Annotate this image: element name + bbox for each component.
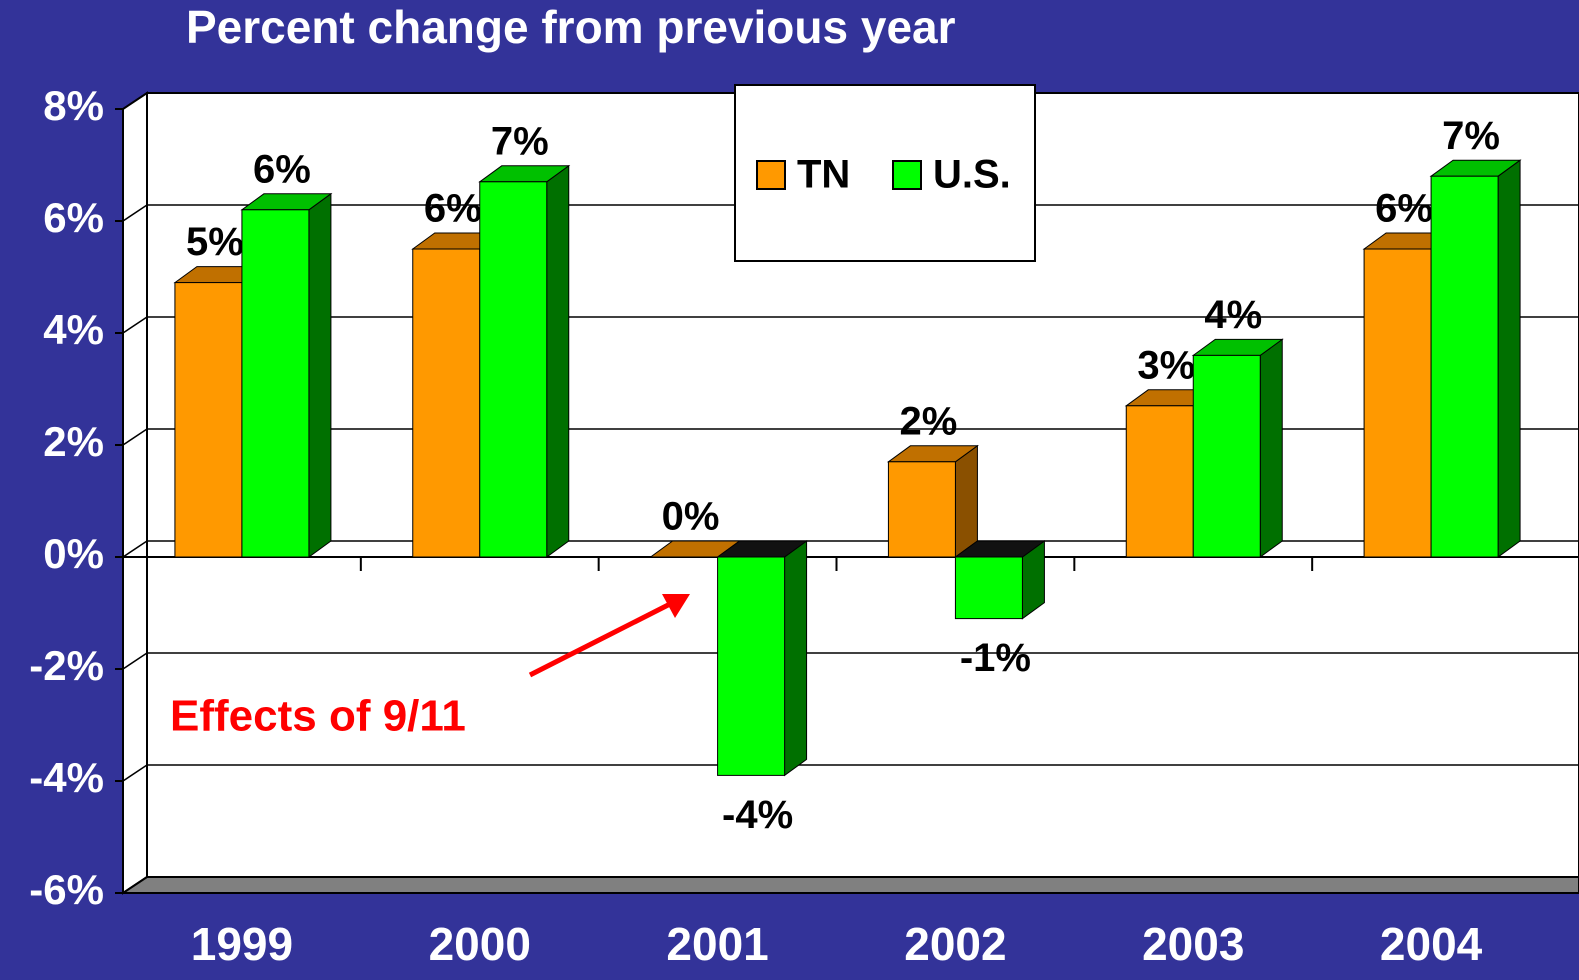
legend-swatch (892, 160, 922, 190)
bar-side (1497, 159, 1521, 558)
y-tick-label: -4% (29, 754, 104, 801)
bar-group (953, 540, 1046, 620)
x-tick-label: 2002 (904, 918, 1006, 970)
x-tick-label: 2004 (1380, 918, 1483, 970)
bar (1125, 405, 1194, 558)
y-tick-label: 0% (43, 530, 104, 577)
legend-swatch (756, 160, 786, 190)
bar (1192, 354, 1261, 558)
y-tick-label: 2% (43, 418, 104, 465)
value-label: -1% (960, 636, 1031, 680)
x-tick-label: 2001 (666, 918, 768, 970)
value-label: 2% (900, 399, 958, 443)
bar (174, 282, 243, 558)
y-tick-label: 8% (43, 82, 104, 129)
bar-group (1429, 159, 1522, 558)
value-label: 5% (186, 220, 244, 264)
value-label: 6% (424, 187, 482, 231)
x-tick-label: 2000 (429, 918, 531, 970)
grid-line (122, 652, 1579, 670)
floor (119, 876, 1579, 894)
bar-group (240, 192, 333, 558)
bar-side (308, 192, 332, 558)
grid-line (122, 876, 1579, 894)
grid-line (122, 764, 1579, 782)
value-label: 0% (662, 495, 720, 539)
value-label: 6% (253, 147, 311, 191)
grid-line (122, 204, 1579, 222)
x-tick-label: 2003 (1142, 918, 1244, 970)
bar (1363, 248, 1432, 558)
bar-group (1191, 338, 1284, 558)
annotation-arrow (528, 600, 674, 678)
value-label: 7% (491, 119, 549, 163)
bar (479, 181, 548, 558)
legend-label: TN (797, 153, 850, 197)
annotation: Effects of 9/11 (170, 692, 466, 741)
value-label: 6% (1375, 187, 1433, 231)
bar (241, 209, 310, 558)
y-tick-label: -6% (29, 866, 104, 913)
bar (954, 556, 1023, 620)
y-tick-label: 4% (43, 306, 104, 353)
grid-line (122, 428, 1579, 446)
value-label: 3% (1137, 343, 1195, 387)
annotation-arrowhead (662, 594, 690, 618)
y-tick-label: 6% (43, 194, 104, 241)
bar (1430, 175, 1499, 558)
grid-line (122, 316, 1579, 334)
bar-side (954, 444, 978, 558)
bar-group (478, 164, 571, 558)
grid-line (122, 92, 1579, 110)
bar-side (1259, 338, 1283, 558)
value-label: 7% (1442, 114, 1500, 158)
bar (717, 556, 786, 776)
legend-label: U.S. (933, 153, 1011, 197)
bar-group (886, 444, 979, 558)
bar-group (716, 540, 809, 777)
grid-line (122, 540, 1579, 558)
y-tick-label: -2% (29, 642, 104, 689)
bar (412, 248, 481, 558)
value-label: 4% (1204, 293, 1262, 337)
bar-side (546, 164, 570, 558)
bar (887, 461, 956, 558)
x-tick-label: 1999 (191, 918, 293, 970)
chart-title: Percent change from previous year (186, 1, 956, 53)
bar-side (784, 540, 808, 777)
value-label: -4% (722, 793, 793, 837)
